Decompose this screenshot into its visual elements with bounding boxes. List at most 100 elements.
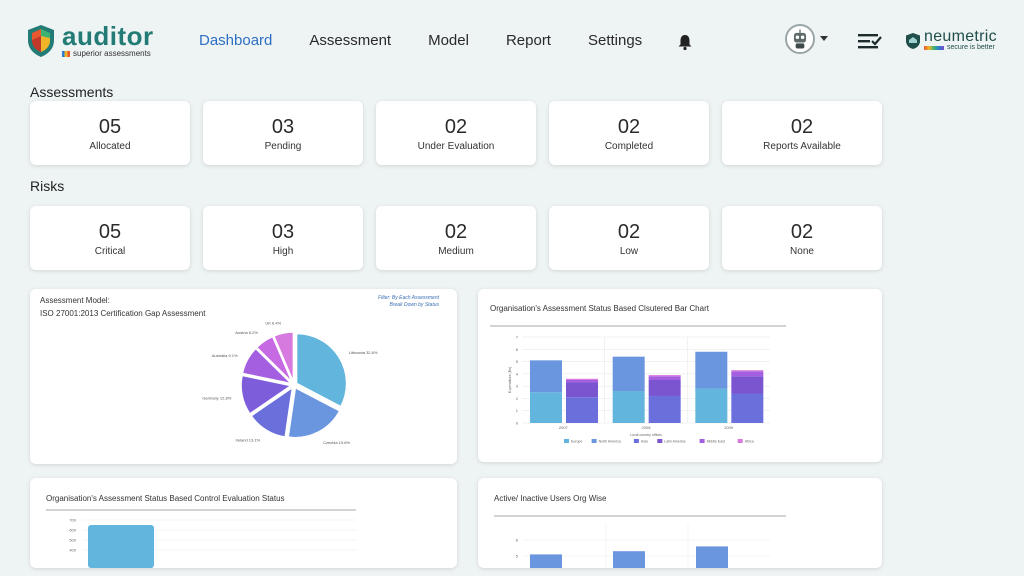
stat-label: Allocated xyxy=(89,141,131,152)
brand-tagline: secure is better xyxy=(924,44,997,51)
legend-label: Africa xyxy=(745,440,754,444)
y-tick-label: 6 xyxy=(516,347,519,352)
assessments-cards: 05 Allocated 03 Pending 02 Under Evaluat… xyxy=(30,101,895,165)
card-low[interactable]: 02 Low xyxy=(549,206,709,270)
pie-label: Ireland 13.1% xyxy=(235,437,260,442)
stat-value: 05 xyxy=(98,116,122,138)
stat-label: Critical xyxy=(94,246,126,257)
top-header: auditor superior assessments Dashboard A… xyxy=(0,0,1024,84)
panel-title: Active/ Inactive Users Org Wise xyxy=(494,494,607,503)
legend-swatch xyxy=(633,439,639,443)
users-bar-chart: 654 xyxy=(494,515,786,568)
pie-label: Czechia 19.6% xyxy=(323,440,350,445)
card-reports-available[interactable]: 02 Reports Available xyxy=(722,101,882,165)
bar-latin-america xyxy=(566,382,598,398)
bar-middle-east xyxy=(648,376,681,380)
card-medium[interactable]: 02 Medium xyxy=(376,206,536,270)
legend-label: Asia xyxy=(641,440,648,444)
stat-value: 02 xyxy=(617,116,641,138)
pie-label: Germany 12.8% xyxy=(202,396,231,401)
shield-logo-icon xyxy=(28,25,54,57)
legend-swatch xyxy=(564,439,569,443)
y-tick-label: 400 xyxy=(69,548,76,553)
filter-note[interactable]: Filter: By Each Assessment Break Down by… xyxy=(378,295,439,308)
legend-label: Europe xyxy=(571,440,582,444)
bar-asia xyxy=(731,393,764,423)
pie-label: Australia 9.1% xyxy=(212,353,238,358)
pie-slice-czechia xyxy=(287,386,341,439)
bar xyxy=(613,551,645,568)
neumetric-logo[interactable]: neumetric secure is better xyxy=(905,28,997,51)
card-high[interactable]: 03 High xyxy=(203,206,363,270)
bar-middle-east xyxy=(566,380,598,383)
active-users-panel: Active/ Inactive Users Org Wise 654 xyxy=(478,478,882,568)
stat-label: Reports Available xyxy=(763,141,841,152)
main-nav: Dashboard Assessment Model Report Settin… xyxy=(199,32,679,49)
chevron-down-icon[interactable] xyxy=(820,36,828,41)
y-tick-label: 2 xyxy=(516,396,519,401)
pie-slice-ireland xyxy=(250,385,294,438)
nav-settings[interactable]: Settings xyxy=(587,32,643,49)
auditor-logo[interactable]: auditor superior assessments xyxy=(26,23,154,58)
legend-swatch xyxy=(737,439,743,443)
brand-name: neumetric xyxy=(924,28,997,45)
y-tick-label: 700 xyxy=(69,518,76,523)
pie-slice-uk xyxy=(272,331,295,383)
bar-africa xyxy=(566,378,598,380)
panel-title: Organisation's Assessment Status Based C… xyxy=(46,494,285,503)
bar-asia xyxy=(566,397,598,423)
card-critical[interactable]: 05 Critical xyxy=(30,206,190,270)
y-tick-label: 7 xyxy=(516,335,519,340)
stat-label: Medium xyxy=(438,246,474,257)
stat-value: 02 xyxy=(790,116,814,138)
stat-value: 02 xyxy=(444,221,468,243)
bar-europe xyxy=(695,388,728,423)
nav-model[interactable]: Model xyxy=(428,32,469,49)
legend-label: Middle East xyxy=(707,440,725,444)
card-completed[interactable]: 02 Completed xyxy=(549,101,709,165)
legend-swatch xyxy=(699,439,705,443)
card-pending[interactable]: 03 Pending xyxy=(203,101,363,165)
neumetric-shield-icon xyxy=(906,32,920,49)
card-under-evaluation[interactable]: 02 Under Evaluation xyxy=(376,101,536,165)
bar-asia xyxy=(648,395,681,423)
menu-check-icon[interactable] xyxy=(858,33,882,49)
bar-africa xyxy=(731,370,764,372)
bar xyxy=(530,554,562,568)
assessment-model-panel: Assessment Model: ISO 27001:2013 Certifi… xyxy=(30,289,457,464)
bar-latin-america xyxy=(731,376,764,394)
x-tick-label: 2008 xyxy=(642,425,652,430)
y-tick-label: 1 xyxy=(516,408,519,413)
user-avatar[interactable] xyxy=(785,24,815,54)
y-tick-label: 3 xyxy=(516,384,519,389)
assessments-title: Assessments xyxy=(30,84,114,100)
nav-report[interactable]: Report xyxy=(505,32,551,49)
stat-value: 03 xyxy=(271,221,295,243)
bar-africa xyxy=(648,375,681,377)
stat-value: 02 xyxy=(790,221,814,243)
stat-value: 02 xyxy=(617,221,641,243)
stat-label: None xyxy=(790,246,814,257)
bar-latin-america xyxy=(648,380,681,396)
panel-subtitle: ISO 27001:2013 Certification Gap Assessm… xyxy=(40,309,206,318)
pie-slice-lithuania xyxy=(295,332,348,408)
pie-slice-australia xyxy=(241,347,294,385)
clustered-bar-chart: 0 1 2 3 4 5 6 7 2007 2008 2009 Expenditure (Bn) Loca… xyxy=(490,325,786,444)
y-tick-label: 600 xyxy=(69,528,76,533)
clustered-bar-panel: Organisation's Assessment Status Based C… xyxy=(478,289,882,462)
risks-title: Risks xyxy=(30,178,65,194)
bar-north-america xyxy=(530,360,562,393)
nav-assessment[interactable]: Assessment xyxy=(309,32,392,49)
legend-swatch xyxy=(657,439,663,443)
control-evaluation-panel: Organisation's Assessment Status Based C… xyxy=(30,478,457,568)
stat-label: Under Evaluation xyxy=(417,141,495,152)
stat-value: 03 xyxy=(271,116,295,138)
logo-tagline: superior assessments xyxy=(62,49,154,58)
y-tick-label: 5 xyxy=(516,359,519,364)
bar-europe xyxy=(612,391,645,423)
bell-icon[interactable] xyxy=(676,33,694,51)
nav-dashboard[interactable]: Dashboard xyxy=(199,32,273,49)
card-none[interactable]: 02 None xyxy=(722,206,882,270)
x-tick-label: 2009 xyxy=(724,425,734,430)
card-allocated[interactable]: 05 Allocated xyxy=(30,101,190,165)
